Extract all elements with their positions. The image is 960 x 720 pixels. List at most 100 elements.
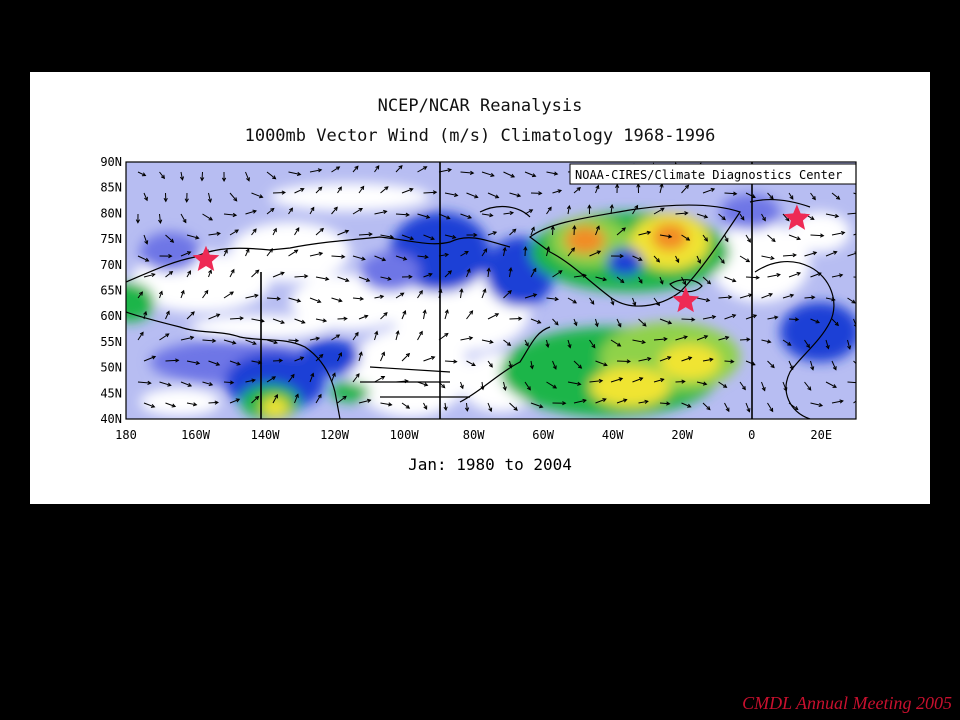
wind-arrow xyxy=(831,360,837,370)
wind-arrowhead xyxy=(358,207,363,212)
wind-arrow xyxy=(186,270,191,278)
wind-arrow xyxy=(423,310,426,320)
wind-arrow xyxy=(251,396,259,404)
wind-arrowhead xyxy=(255,269,260,274)
wind-arrowhead xyxy=(296,171,302,176)
lon-label: 80W xyxy=(463,428,485,442)
wind-arrow xyxy=(202,381,213,386)
wind-arrow xyxy=(229,229,239,236)
wind-arrowhead xyxy=(295,227,300,232)
lat-label: 85N xyxy=(100,181,122,195)
lon-label: 40W xyxy=(602,428,624,442)
wind-arrowhead xyxy=(454,192,459,198)
wind-arrow xyxy=(352,165,359,173)
wind-arrowhead xyxy=(572,299,578,304)
wind-arrowhead xyxy=(550,225,555,230)
wind-arrow xyxy=(358,399,371,404)
wind-arrowhead xyxy=(446,215,451,220)
wind-arrowhead xyxy=(682,280,686,286)
wind-arrowhead xyxy=(502,246,507,252)
wind-arrowhead xyxy=(792,253,797,258)
wind-arrowhead xyxy=(685,236,691,241)
wind-arrowhead xyxy=(195,360,201,365)
wind-arrow xyxy=(638,357,651,362)
wind-arrowhead xyxy=(341,254,346,259)
wind-arrowhead xyxy=(857,211,860,214)
wind-arrowhead xyxy=(751,361,756,366)
wind-arrow xyxy=(702,276,711,285)
wind-arrowhead xyxy=(705,297,711,303)
wind-arrow xyxy=(552,360,557,370)
wind-arrow xyxy=(266,208,275,215)
wind-arrowhead xyxy=(545,343,550,348)
wind-arrow xyxy=(358,315,368,320)
longitude-labels: 180 160W 140W 120W 100W 80W 60W 40W 20W 0 20E xyxy=(115,428,832,442)
wind-arrowhead xyxy=(384,186,389,191)
wind-arrowhead xyxy=(508,267,513,272)
wind-arrow xyxy=(675,336,688,341)
wind-arrow xyxy=(202,339,216,342)
wind-arrow xyxy=(788,192,794,200)
wind-arrow xyxy=(761,293,773,299)
wind-arrow xyxy=(782,294,794,299)
wind-arrowhead xyxy=(703,237,709,242)
wind-arrowhead xyxy=(675,258,680,264)
wind-arrowhead xyxy=(818,402,824,408)
wind-arrowhead xyxy=(447,168,453,173)
wind-arrow xyxy=(288,207,293,215)
wind-arrowhead xyxy=(315,336,321,341)
wind-arrow xyxy=(503,381,506,391)
wind-arrow xyxy=(395,380,408,383)
wind-arrowhead xyxy=(834,321,839,327)
wind-arrowhead xyxy=(444,252,450,258)
wind-arrow xyxy=(315,186,323,194)
wind-arrowhead xyxy=(301,319,306,324)
wind-arrowhead xyxy=(620,279,625,284)
lon-label: 60W xyxy=(532,428,554,442)
wind-arrow xyxy=(831,192,840,200)
wind-arrowhead xyxy=(834,213,840,218)
wind-arrowhead xyxy=(691,317,696,322)
wind-arrow xyxy=(438,253,449,257)
wind-arrowhead xyxy=(815,319,820,324)
wind-arrowhead xyxy=(647,356,652,362)
wind-arrowhead xyxy=(488,363,493,368)
wind-arrow xyxy=(524,381,531,391)
wind-arrowhead xyxy=(836,195,841,200)
wind-arrowhead xyxy=(590,300,595,305)
wind-arrowhead xyxy=(853,324,856,328)
wind-arrowhead xyxy=(338,298,343,303)
wind-arrowhead xyxy=(207,198,212,203)
wind-arrowhead xyxy=(709,357,714,362)
wind-arrowhead xyxy=(858,365,861,368)
wind-arrow xyxy=(567,297,577,304)
lon-label: 20W xyxy=(671,428,693,442)
wind-arrow xyxy=(831,400,843,404)
wind-arrow xyxy=(423,356,435,362)
wind-arrowhead xyxy=(331,372,336,377)
wind-arrow xyxy=(718,213,726,220)
wind-arrowhead xyxy=(623,398,628,403)
wind-arrow xyxy=(272,228,277,236)
wind-arrowhead xyxy=(667,234,673,239)
wind-arrow xyxy=(229,192,238,202)
wind-arrow xyxy=(610,377,623,383)
wind-arrow xyxy=(509,402,518,411)
wind-arrowhead xyxy=(167,382,172,387)
wind-arrowhead xyxy=(702,381,708,386)
wind-arrow xyxy=(309,252,323,257)
wind-arrow xyxy=(616,399,627,404)
wind-arrowhead xyxy=(748,293,753,298)
wind-arrowhead xyxy=(444,332,449,337)
wind-arrow xyxy=(288,171,301,175)
wind-arrowhead xyxy=(639,377,644,382)
wind-arrowhead xyxy=(143,310,148,316)
wind-arrowhead xyxy=(294,393,299,398)
wind-arrow xyxy=(653,297,660,306)
wind-arrowhead xyxy=(252,340,257,345)
wind-arrowhead xyxy=(509,210,515,216)
wind-arrowhead xyxy=(444,309,449,314)
wind-arrow xyxy=(165,234,174,243)
wind-arrow xyxy=(530,318,541,324)
wind-arrowhead xyxy=(271,376,277,381)
